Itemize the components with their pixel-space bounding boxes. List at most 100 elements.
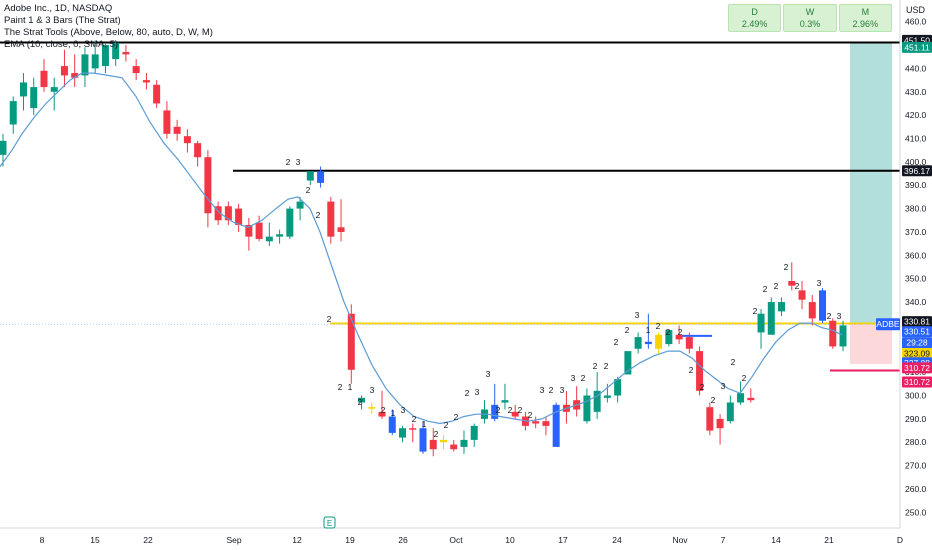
candle: [265, 222, 273, 246]
strat-mark: 3: [475, 387, 480, 397]
candle: [235, 203, 243, 232]
candle-body: [9, 101, 17, 125]
price-tick: 400.0: [905, 157, 927, 167]
price-tick: 300.0: [905, 391, 927, 401]
candle-body: [696, 351, 704, 391]
candle-body: [30, 87, 38, 109]
strat-mark: 2: [795, 281, 800, 291]
candle: [798, 281, 806, 310]
strat-mark: 2: [358, 397, 363, 407]
candle-body: [163, 110, 171, 134]
price-tick: 290.0: [905, 414, 927, 424]
time-axis[interactable]: 8 15 22 Sep 12 19 26 Oct 10 17 24 Nov 7 14 21 D: [40, 535, 903, 545]
candle-body: [122, 52, 130, 55]
earnings-icon[interactable]: E: [323, 516, 336, 529]
strat-mark: 2: [338, 382, 343, 392]
indicator-ema[interactable]: EMA (10, close, 0, SMA, 5): [4, 39, 119, 50]
currency-label[interactable]: USD: [906, 5, 926, 15]
candle-body: [757, 313, 765, 333]
horizontal-levels[interactable]: [0, 41, 900, 372]
risk-reward-zones: [850, 42, 892, 364]
candle: [542, 416, 550, 436]
candle-body: [808, 302, 816, 319]
candle-body: [327, 201, 335, 237]
candle: [429, 428, 437, 457]
symbol-title[interactable]: Adobe Inc., 1D, NASDAQ: [4, 3, 113, 14]
strat-mark: 3: [571, 373, 576, 383]
candle: [71, 54, 79, 88]
week-value: 0.3%: [799, 19, 821, 29]
candle-body: [235, 208, 243, 225]
svg-text:E: E: [327, 519, 332, 528]
candle-body: [583, 395, 591, 422]
candle: [347, 304, 355, 384]
time-tick: 7: [721, 535, 726, 545]
candle-body: [153, 84, 161, 104]
price-tag-label: 396.17: [904, 166, 930, 176]
candle: [317, 166, 325, 188]
candle: [91, 40, 99, 74]
price-tick: 390.0: [905, 180, 927, 190]
candle-body: [358, 397, 366, 403]
price-tag-bg: [902, 41, 932, 53]
candle-body: [419, 428, 427, 452]
month-label: M: [861, 7, 870, 17]
candle: [368, 402, 376, 415]
strat-mark: 3: [370, 385, 375, 395]
candle: [716, 414, 724, 445]
candle-body: [60, 66, 68, 76]
candle-body: [50, 87, 58, 92]
indicator-strat-tools[interactable]: The Strat Tools (Above, Below, 80, auto,…: [4, 27, 213, 38]
symbol-tag-label: ADBE: [876, 319, 899, 329]
candle: [132, 59, 140, 81]
strat-mark: 2: [412, 414, 417, 424]
candle-body: [819, 290, 827, 321]
candle-body: [0, 140, 7, 155]
price-tag: 29:28: [902, 337, 932, 349]
strat-mark: 2: [508, 405, 513, 415]
strat-mark: 2: [581, 373, 586, 383]
candle: [829, 318, 837, 349]
strat-mark: 3: [837, 311, 842, 321]
strat-mark: 1: [646, 325, 651, 335]
price-tag: 396.17: [902, 165, 932, 177]
time-tick: Sep: [226, 535, 241, 545]
strat-mark: 3: [486, 369, 491, 379]
time-tick: 26: [398, 535, 408, 545]
candle: [286, 206, 294, 239]
candle-body: [409, 428, 417, 430]
strat-mark: 2: [774, 281, 779, 291]
chart-legend: Adobe Inc., 1D, NASDAQ Paint 1 & 3 Bars …: [4, 3, 213, 51]
candle-body: [778, 302, 786, 312]
strat-mark: 3: [540, 385, 545, 395]
candle: [378, 390, 386, 419]
price-tick: 370.0: [905, 227, 927, 237]
indicator-paint-bars[interactable]: Paint 1 & 3 Bars (The Strat): [4, 15, 121, 26]
price-tag-label: 310.72: [904, 377, 930, 387]
candle-body: [501, 400, 509, 403]
candle-body: [685, 337, 693, 349]
strat-mark: 2: [604, 361, 609, 371]
price-tag: 451.11: [902, 41, 932, 53]
candle: [255, 215, 263, 242]
price-tag-label: 310.72: [904, 363, 930, 373]
candle-body: [204, 157, 212, 214]
strat-mark: 2: [763, 284, 768, 294]
strat-mark: 2: [689, 365, 694, 375]
strat-mark: 2: [381, 405, 386, 415]
strat-mark: 2: [666, 327, 671, 337]
strat-mark: 2: [454, 412, 459, 422]
price-tag: 310.72: [902, 376, 932, 388]
candle: [388, 409, 396, 436]
candle-body: [265, 236, 273, 242]
candle: [245, 217, 253, 251]
candle-body: [296, 201, 304, 209]
price-tag-label: 451.50: [904, 35, 930, 45]
candle: [532, 416, 540, 429]
price-axis[interactable]: 250.0260.0270.0280.0290.0300.0310.0320.0…: [905, 17, 927, 518]
price-tick: 430.0: [905, 87, 927, 97]
price-tick: 440.0: [905, 63, 927, 73]
